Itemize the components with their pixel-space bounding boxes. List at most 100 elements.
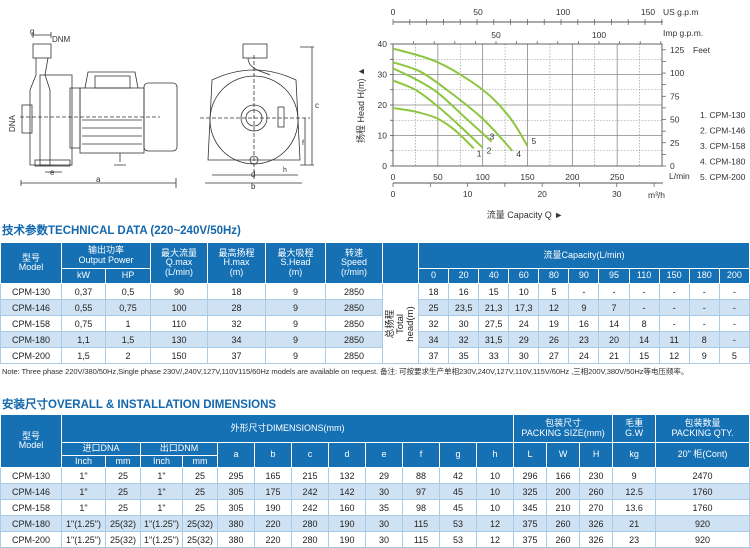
table-row: CPM-180 1"(1.25") 25(32) 1"(1.25") 25(32) 380… xyxy=(0,515,750,532)
cell-head: 34 xyxy=(417,331,450,348)
header-model: 型号 Model xyxy=(0,414,62,468)
x-unit-label: L/min xyxy=(669,171,690,181)
header-hp: HP xyxy=(105,268,151,284)
total-head-label: 总扬程 Total head(m) xyxy=(384,305,416,342)
feet-tick-label: 125 xyxy=(670,45,684,55)
cell-head: 17,3 xyxy=(508,299,540,316)
cell-head: - xyxy=(568,283,600,300)
cell-model: CPM-200 xyxy=(0,531,62,548)
cell-value: 1" xyxy=(61,467,106,484)
cell-value: 1" xyxy=(61,499,106,516)
cell-value: 2470 xyxy=(655,467,750,484)
us-gpm-tick-label: 150 xyxy=(641,7,655,17)
header-dim-f: f xyxy=(402,442,440,468)
table-row: CPM-130 1" 25 1" 25 295 165 215 132 29 88 42 10 296 16… xyxy=(0,467,750,484)
y-tick-label: 10 xyxy=(378,131,388,141)
table-row: CPM-158 0,75 1 110 32 9 2850 32 30 27,5 24 19 16 14 8-… xyxy=(0,315,750,332)
cell-value: 53 xyxy=(439,531,477,548)
imp-gpm-tick-label: 100 xyxy=(592,30,606,40)
m3h-tick-label: 0 xyxy=(391,189,396,199)
cell-head: 16 xyxy=(448,283,480,300)
cell-model: CPM-158 xyxy=(0,499,62,516)
cell-hp: 1,5 xyxy=(105,331,151,348)
x-tick-label: 150 xyxy=(520,172,534,182)
curve-tag: 2 xyxy=(487,146,492,156)
cell-head: 23 xyxy=(568,331,600,348)
cell-model: CPM-130 xyxy=(0,283,62,300)
header-speed: 转速 Speed (r/min) xyxy=(325,242,383,284)
cell-value: 10 xyxy=(475,483,515,500)
cell-value: 25 xyxy=(105,483,141,500)
feet-tick-label: 25 xyxy=(670,138,680,148)
cell-value: 12 xyxy=(475,515,515,532)
cell-value: 25 xyxy=(182,467,218,484)
header-kw: kW xyxy=(61,268,106,284)
cell-head: 21,3 xyxy=(478,299,510,316)
cell-head: - xyxy=(658,283,690,300)
cell-head: 16 xyxy=(568,315,600,332)
header-output-power: 输出功率 Output Power xyxy=(61,242,151,269)
cell-head: - xyxy=(628,299,660,316)
header-capacity-point: 0 xyxy=(417,268,450,284)
cell-head: 5 xyxy=(538,283,570,300)
cell-kw: 0,75 xyxy=(61,315,106,332)
header-capacity-point: 20 xyxy=(448,268,480,284)
cell-head: 12 xyxy=(658,347,690,364)
cell-head: 27 xyxy=(538,347,570,364)
label-f: f xyxy=(302,140,304,147)
header-capacity-point: 110 xyxy=(628,268,660,284)
table-row: CPM-200 1,5 2 150 37 9 2850 37 35 33 30 27 24 21 15 12 9… xyxy=(0,347,750,364)
cell-value: 30 xyxy=(365,515,403,532)
y-tick-label: 30 xyxy=(378,70,388,80)
header-packing-H: H xyxy=(579,442,614,468)
header-capacity-point: 40 xyxy=(478,268,510,284)
cell-value: 1"(1.25") xyxy=(140,515,183,532)
cell-head: 37 xyxy=(417,347,450,364)
us-gpm-tick-label: 50 xyxy=(473,7,483,17)
cell-value: 115 xyxy=(402,531,440,548)
cell-hp: 2 xyxy=(105,347,151,364)
curve-tag: 5 xyxy=(532,136,537,146)
cell-head: - xyxy=(658,315,690,332)
y-tick-label: 40 xyxy=(378,39,388,49)
total-head-label-cell: 总扬程 Total head(m) xyxy=(382,283,419,364)
feet-tick-label: 0 xyxy=(670,161,675,171)
label-a: a xyxy=(96,175,101,184)
cell-head: - xyxy=(718,331,750,348)
cell-value: 13.6 xyxy=(612,499,657,516)
cell-value: 98 xyxy=(402,499,440,516)
cell-kw: 1,1 xyxy=(61,331,106,348)
cell-value: 326 xyxy=(579,531,614,548)
cell-head: - xyxy=(718,283,750,300)
cell-model: CPM-180 xyxy=(0,515,62,532)
label-g: g xyxy=(30,27,34,36)
cell-value: 23 xyxy=(612,531,657,548)
cell-value: 175 xyxy=(254,483,292,500)
cell-value: 53 xyxy=(439,515,477,532)
cell-value: 1" xyxy=(140,499,183,516)
cell-head: 20 xyxy=(598,331,630,348)
curve-2-cpm-146 xyxy=(392,79,484,149)
cell-value: 10 xyxy=(475,467,515,484)
cell-value: 380 xyxy=(217,531,255,548)
cell-value: 210 xyxy=(546,499,581,516)
cell-value: 305 xyxy=(217,483,255,500)
header-qmax: 最大流量 Q.max (L/min) xyxy=(150,242,208,284)
label-dnm: DNM xyxy=(52,35,71,44)
cell-hmax: 18 xyxy=(207,283,266,300)
table-row: CPM-180 1,1 1,5 130 34 9 2850 34 32 31,5 29 26 23 20 1… xyxy=(0,331,750,348)
cell-value: 326 xyxy=(579,515,614,532)
cell-value: 325 xyxy=(513,483,548,500)
curve-1-cpm-130 xyxy=(392,107,475,150)
cell-head: 23,5 xyxy=(448,299,480,316)
label-h: h xyxy=(283,167,287,174)
dimensions-title: 安装尺寸OVERALL & INSTALLATION DIMENSIONS xyxy=(2,399,277,411)
cell-head: 26 xyxy=(538,331,570,348)
header-capacity-point: 80 xyxy=(538,268,570,284)
cell-value: 242 xyxy=(291,483,329,500)
header-packing-W: W xyxy=(546,442,581,468)
cell-model: CPM-130 xyxy=(0,467,62,484)
cell-value: 165 xyxy=(254,467,292,484)
cell-head: 10 xyxy=(508,283,540,300)
curve-5-cpm-200 xyxy=(392,47,529,147)
